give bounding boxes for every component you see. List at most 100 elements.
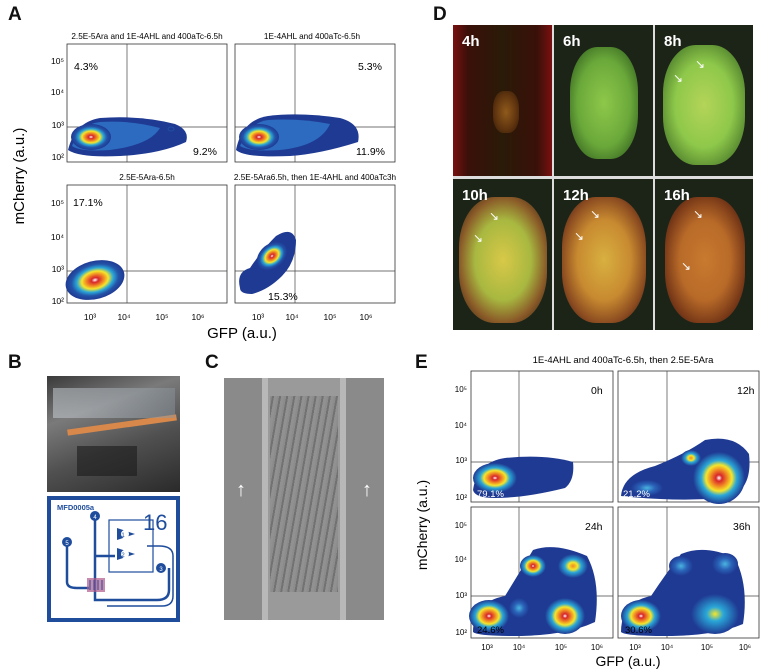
y-ticks: 10⁵ 10⁴ 10³ 10² (51, 56, 64, 162)
y-tick-label: 10³ (52, 120, 64, 130)
device-block (77, 446, 137, 476)
chamber-micrograph: ↑ ↑ (224, 378, 384, 620)
panel-e-figure: 1E-4AHL and 400aTc-6.5h, then 2.5E-5Ara … (415, 355, 760, 669)
arrow-indicator-icon: ↘ (673, 71, 684, 85)
device-photo (47, 376, 180, 492)
flow-arrow-icon: ↑ (362, 479, 372, 501)
y-ticks: 10⁵ 10⁴ 10³ 10² (455, 385, 468, 502)
port-label: 4 (93, 515, 97, 521)
x-tick-label: 10⁶ (360, 312, 373, 322)
panel-a-y-axis-label: mCherry (a.u.) (11, 128, 28, 225)
panel-a-x-axis-label: GFP (a.u.) (207, 325, 277, 342)
microscopy-tile-4h: 4h (453, 25, 552, 176)
panel-e-plot-36h: 36h 30.6% 10³ 10⁴ 10⁵ 10⁶ (617, 506, 760, 652)
cell-population (270, 396, 338, 592)
pct-bottom: 9.2% (193, 146, 217, 158)
panel-e-plot-24h: 24h 24.6% 10⁵ 10⁴ 10³ 10² 10³ 10⁴ 10⁵ 10… (455, 506, 614, 652)
panel-e-y-axis-label: mCherry (a.u.) (415, 480, 430, 570)
cell-cluster (570, 47, 638, 159)
pct-top: 5.3% (358, 61, 382, 73)
time-label: 0h (591, 385, 603, 397)
flow-arrow-icon: ↑ (236, 479, 246, 501)
timepoint-label: 6h (563, 33, 581, 50)
y-tick-label: 10⁵ (455, 521, 467, 530)
x-tick-label: 10⁶ (192, 312, 205, 322)
pct-label: 21.2% (623, 489, 650, 500)
y-tick-label: 10² (455, 628, 467, 637)
panel-a-figure: mCherry (a.u.) GFP (a.u.) 2.5E-5Ara and … (11, 32, 397, 342)
port-label: 1 (121, 533, 125, 539)
microscopy-tile-16h: 16h ↘ ↘ (655, 179, 753, 330)
chip-label: MFD0005a (57, 503, 95, 512)
microfluidic-chip-schematic: MFD0005a 16 1 2 3 4 5 (47, 496, 180, 622)
microscopy-tile-12h: 12h ↘ ↘ (554, 179, 653, 330)
x-ticks: 10³ 10⁴ 10⁵ 10⁶ (481, 643, 603, 652)
microscopy-tile-8h: 8h ↘ ↘ (655, 25, 753, 176)
plot-title: 2.5E-5Ara and 1E-4AHL and 400aTc-6.5h (71, 32, 223, 41)
y-tick-label: 10⁴ (455, 421, 468, 430)
port-label: 2 (121, 553, 125, 559)
x-tick-label: 10⁴ (513, 643, 526, 652)
cell-cluster (562, 197, 646, 323)
cell-cluster (493, 91, 519, 133)
arrow-indicator-icon: ↘ (574, 229, 585, 243)
glass-slide (53, 388, 175, 418)
chip-number: 16 (143, 510, 167, 535)
y-tick-label: 10² (52, 152, 64, 162)
x-tick-label: 10⁵ (156, 312, 169, 322)
microscopy-tile-6h: 6h (554, 25, 653, 176)
panel-e-plot-12h: 12h 21.2% (617, 370, 760, 504)
y-tick-label: 10⁴ (51, 232, 64, 242)
y-tick-label: 10² (455, 493, 467, 502)
time-label: 24h (585, 521, 603, 533)
x-ticks: 10³ 10⁴ 10⁵ 10⁶ (629, 643, 751, 652)
pct-label: 79.1% (477, 489, 504, 500)
plot-title: 1E-4AHL and 400aTc-6.5h (264, 32, 361, 41)
arrow-indicator-icon: ↘ (489, 209, 500, 223)
time-label: 36h (733, 521, 751, 533)
arrow-indicator-icon: ↘ (695, 57, 706, 71)
x-tick-label: 10³ (481, 643, 493, 652)
y-ticks: 10⁵ 10⁴ 10³ 10² (51, 198, 64, 306)
arrow-indicator-icon: ↘ (681, 259, 692, 273)
x-ticks: 10³ 10⁴ 10⁵ 10⁶ (252, 312, 373, 322)
arrow-indicator-icon: ↘ (693, 207, 704, 221)
cell-cluster (459, 197, 547, 323)
y-tick-label: 10⁴ (51, 87, 64, 97)
x-tick-label: 10⁴ (285, 312, 298, 322)
panel-a-plot-4: 2.5E-5Ara6.5h, then 1E-4AHL and 400aTc3h… (234, 173, 397, 322)
timepoint-label: 16h (664, 187, 690, 204)
panel-e-plot-0h: 0h 79.1% 10⁵ 10⁴ 10³ 10² (455, 370, 614, 503)
x-tick-label: 10⁵ (555, 643, 567, 652)
panel-letter-d: D (433, 4, 447, 25)
arrow-indicator-icon: ↘ (590, 207, 601, 221)
pct-top: 17.1% (73, 197, 103, 209)
panel-letter-b: B (8, 352, 22, 373)
pct-bottom: 15.3% (268, 291, 298, 303)
y-tick-label: 10⁵ (455, 385, 467, 394)
x-tick-label: 10³ (252, 312, 264, 322)
panel-letter-c: C (205, 352, 219, 373)
panel-e-title: 1E-4AHL and 400aTc-6.5h, then 2.5E-5Ara (533, 355, 715, 366)
panel-e-x-axis-label: GFP (a.u.) (595, 653, 660, 669)
port-label: 3 (159, 567, 163, 573)
cell-cluster (663, 45, 745, 165)
cell-cluster (665, 197, 745, 323)
plot-title: 2.5E-5Ara-6.5h (119, 173, 175, 182)
pct-top: 4.3% (74, 61, 98, 73)
panel-letter-a: A (8, 4, 22, 25)
pct-bottom: 11.9% (356, 146, 385, 158)
x-tick-label: 10³ (629, 643, 641, 652)
y-tick-label: 10⁴ (455, 555, 468, 564)
y-tick-label: 10⁵ (51, 56, 64, 66)
pct-label: 30.6% (625, 625, 652, 636)
panel-a-plot-3: 2.5E-5Ara-6.5h 17.1% 10⁵ 10⁴ 10³ 10² 10³… (51, 173, 228, 322)
y-tick-label: 10³ (455, 456, 467, 465)
panel-d-image-grid: 4h 6h 8h ↘ ↘ 10h ↘ ↘ 12h ↘ ↘ 16h ↘ ↘ (453, 25, 753, 330)
x-tick-label: 10⁴ (117, 312, 130, 322)
y-tick-label: 10³ (455, 591, 467, 600)
microscopy-tile-10h: 10h ↘ ↘ (453, 179, 552, 330)
x-tick-label: 10⁶ (591, 643, 603, 652)
y-ticks: 10⁵ 10⁴ 10³ 10² (455, 521, 468, 637)
panel-a-plot-2: 1E-4AHL and 400aTc-6.5h 5.3% 11.9% (234, 32, 396, 163)
